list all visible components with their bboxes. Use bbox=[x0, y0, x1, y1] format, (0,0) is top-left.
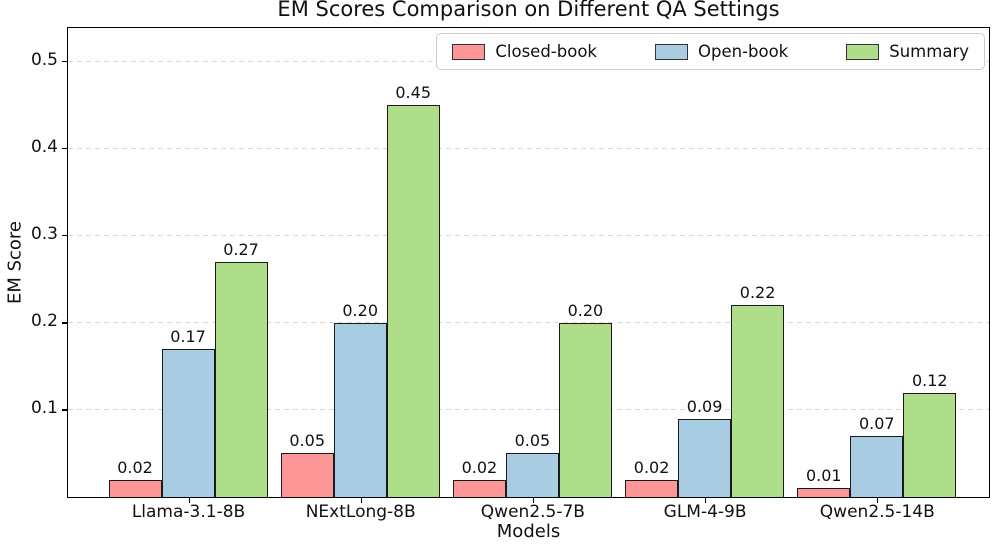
value-label: 0.02 bbox=[117, 457, 153, 477]
x-tick-label: Qwen2.5-14B bbox=[819, 502, 935, 522]
legend-label: Open-book bbox=[698, 42, 789, 61]
x-tick-mark bbox=[532, 498, 535, 503]
bar-closed-book-glm-4-9b bbox=[625, 479, 679, 497]
y-tick-label: 0.5 bbox=[30, 50, 58, 71]
value-label: 0.20 bbox=[342, 300, 378, 320]
value-label: 0.07 bbox=[858, 414, 895, 434]
legend: Closed-book Open-book Summary bbox=[436, 33, 985, 70]
bar-open-book-llama-3.1-8b bbox=[161, 348, 215, 497]
value-label: 0.01 bbox=[805, 466, 842, 486]
value-label: 0.05 bbox=[289, 431, 325, 451]
chart-title: EM Scores Comparison on Different QA Set… bbox=[277, 0, 780, 21]
gridline bbox=[68, 321, 989, 323]
x-tick-mark bbox=[705, 498, 707, 503]
y-tick-mark bbox=[62, 235, 67, 237]
legend-item-summary: Summary bbox=[846, 42, 969, 61]
x-tick-label: Qwen2.5-7B bbox=[480, 502, 585, 522]
bar-closed-book-llama-3.1-8b bbox=[108, 479, 162, 497]
value-label: 0.02 bbox=[461, 457, 498, 477]
y-tick-mark bbox=[62, 322, 67, 324]
bar-summary-nextlong-8b bbox=[386, 105, 440, 497]
y-tick-mark bbox=[62, 61, 67, 63]
y-tick-label: 0.2 bbox=[30, 311, 58, 332]
y-tick-label: 0.3 bbox=[30, 224, 58, 245]
y-axis-label: EM Score bbox=[4, 220, 26, 305]
y-tick-label: 0.4 bbox=[30, 137, 58, 158]
y-tick-mark bbox=[62, 148, 67, 150]
value-label: 0.17 bbox=[170, 326, 206, 346]
y-tick-mark bbox=[62, 409, 67, 411]
bar-open-book-glm-4-9b bbox=[678, 418, 732, 497]
value-label: 0.02 bbox=[633, 457, 670, 477]
plot-area: Closed-book Open-book Summary 0.02 0.17 0.27… bbox=[67, 27, 990, 498]
legend-swatch-closed-book bbox=[452, 43, 486, 60]
value-label: 0.45 bbox=[395, 83, 431, 103]
x-tick-mark bbox=[877, 498, 879, 503]
bar-open-book-nextlong-8b bbox=[333, 322, 387, 497]
bar-open-book-qwen2.5-14b bbox=[850, 436, 904, 497]
legend-label: Summary bbox=[889, 42, 969, 61]
value-label: 0.20 bbox=[567, 300, 604, 320]
x-axis-label: Models bbox=[496, 521, 561, 542]
bar-summary-glm-4-9b bbox=[731, 305, 785, 497]
bar-closed-book-qwen2.5-7b bbox=[452, 479, 506, 497]
bar-summary-llama-3.1-8b bbox=[214, 261, 268, 497]
bar-open-book-qwen2.5-7b bbox=[505, 453, 559, 497]
bar-closed-book-nextlong-8b bbox=[280, 453, 334, 497]
x-tick-label: Llama-3.1-8B bbox=[131, 502, 246, 522]
y-tick-label: 0.1 bbox=[30, 398, 58, 419]
bar-summary-qwen2.5-7b bbox=[558, 322, 612, 497]
value-label: 0.12 bbox=[911, 370, 948, 390]
x-tick-label: NExtLong-8B bbox=[305, 502, 416, 522]
gridline bbox=[68, 147, 989, 149]
bar-summary-qwen2.5-14b bbox=[903, 392, 957, 497]
value-label: 0.09 bbox=[686, 396, 723, 416]
legend-item-closed-book: Closed-book bbox=[452, 42, 597, 61]
x-tick-label: GLM-4-9B bbox=[663, 502, 747, 522]
value-label: 0.22 bbox=[739, 283, 776, 303]
legend-swatch-open-book bbox=[655, 43, 688, 60]
value-label: 0.05 bbox=[514, 431, 551, 451]
bar-closed-book-qwen2.5-14b bbox=[797, 488, 851, 497]
x-tick-mark bbox=[188, 498, 190, 503]
legend-swatch-summary bbox=[846, 43, 880, 60]
value-label: 0.27 bbox=[223, 239, 259, 259]
legend-item-open-book: Open-book bbox=[655, 42, 788, 61]
gridline bbox=[68, 408, 989, 410]
gridline bbox=[68, 234, 989, 236]
legend-label: Closed-book bbox=[495, 42, 597, 61]
x-tick-mark bbox=[360, 498, 362, 503]
